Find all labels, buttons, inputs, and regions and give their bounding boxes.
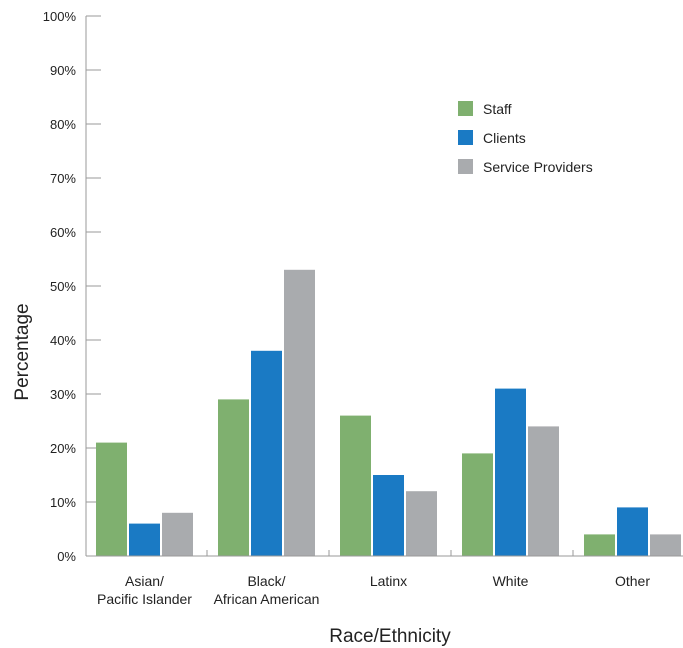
y-tick-label: 0% — [57, 549, 76, 564]
x-tick-label: Latinx — [370, 573, 407, 589]
legend-label: Service Providers — [483, 159, 593, 175]
legend-swatch — [458, 159, 473, 174]
bar-service-providers — [406, 491, 437, 556]
bar-staff — [340, 415, 371, 556]
y-tick-label: 20% — [50, 441, 76, 456]
bar-service-providers — [284, 269, 315, 556]
bar-staff — [584, 534, 615, 556]
bar-service-providers — [650, 534, 681, 556]
legend-swatch — [458, 130, 473, 145]
y-tick-label: 40% — [50, 333, 76, 348]
y-tick-label: 90% — [50, 63, 76, 78]
axes — [85, 16, 683, 557]
legend: Staff Clients Service Providers — [458, 101, 593, 175]
y-tick-label: 70% — [50, 171, 76, 186]
x-tick-label: Black/ — [247, 573, 285, 589]
x-tick-label: White — [493, 573, 529, 589]
y-tick-label: 100% — [43, 9, 77, 24]
y-tick-label: 80% — [50, 117, 76, 132]
bars — [96, 269, 681, 556]
bar-staff — [218, 399, 249, 556]
y-axis-title: Percentage — [12, 303, 33, 400]
bar-clients — [129, 523, 160, 556]
bar-service-providers — [528, 426, 559, 556]
bar-clients — [373, 475, 404, 556]
y-tick-label: 50% — [50, 279, 76, 294]
y-axis-ticks: 0% 10% 20% 30% 40% 50% 60% 70% 80% 90% 100% — [43, 9, 101, 564]
legend-label: Staff — [483, 101, 512, 117]
bar-staff — [96, 442, 127, 556]
bar-clients — [495, 388, 526, 556]
y-tick-label: 10% — [50, 495, 76, 510]
y-tick-label: 30% — [50, 387, 76, 402]
x-axis-category-labels: Asian/Pacific Islander Black/African Amer… — [97, 573, 650, 607]
bar-clients — [617, 507, 648, 556]
x-axis-title: Race/Ethnicity — [329, 626, 451, 647]
x-tick-label: Pacific Islander — [97, 591, 192, 607]
bar-clients — [251, 350, 282, 556]
x-tick-label: Other — [615, 573, 650, 589]
bar-staff — [462, 453, 493, 556]
y-tick-label: 60% — [50, 225, 76, 240]
legend-swatch — [458, 101, 473, 116]
bar-service-providers — [162, 512, 193, 556]
x-tick-label: Asian/ — [125, 573, 164, 589]
x-tick-label: African American — [214, 591, 320, 607]
legend-label: Clients — [483, 130, 526, 146]
